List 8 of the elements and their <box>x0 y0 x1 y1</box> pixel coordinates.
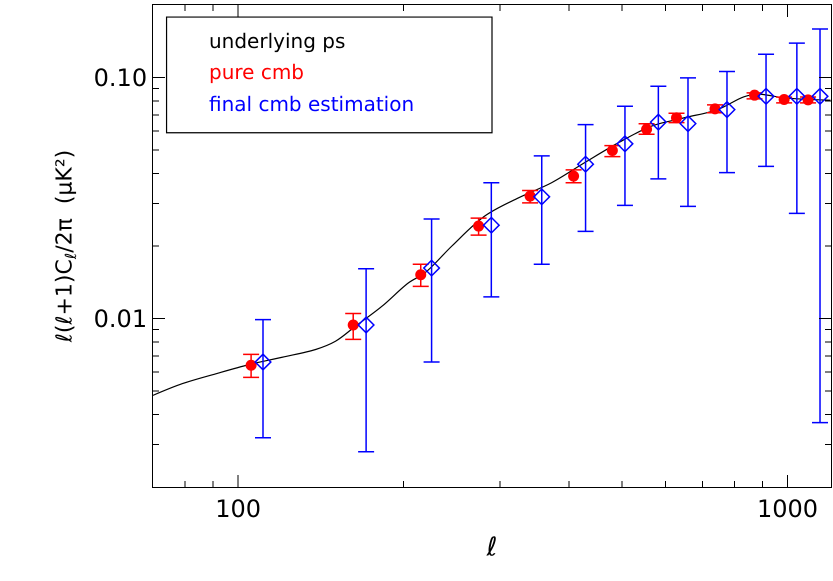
x-tick-label: 100 <box>215 494 262 523</box>
text: pure cmb <box>209 60 304 84</box>
legend-label: underlying ps <box>209 29 346 53</box>
y-tick-label: 0.10 <box>94 64 148 92</box>
x-axis-title: ℓ <box>486 532 498 563</box>
y-tick-label: 0.01 <box>94 304 148 333</box>
text: final cmb estimation <box>209 92 414 116</box>
x-tick-label: 1000 <box>756 494 818 523</box>
